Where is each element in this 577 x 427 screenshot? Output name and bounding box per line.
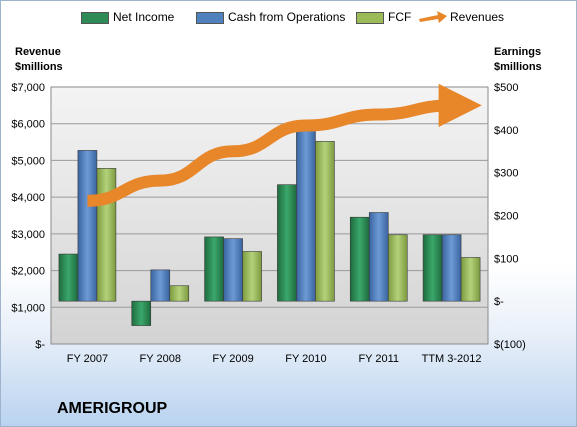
company-name: AMERIGROUP [57, 400, 168, 417]
legend-label: Net Income [113, 10, 175, 24]
left-axis-title: Revenue $millions [15, 45, 63, 75]
cash-from-operations-bar [77, 150, 98, 302]
cash-from-operations-bar [223, 238, 243, 302]
category-label: TTM 3-2012 [422, 353, 482, 365]
net-income-bar [277, 184, 297, 302]
net-income-bar [131, 300, 152, 326]
fcf-bar [96, 168, 117, 302]
category-label: FY 2009 [212, 353, 253, 365]
fcf-bar [242, 251, 262, 302]
category-label: FY 2007 [67, 353, 108, 365]
cash-from-operations-bar [296, 128, 316, 302]
cash-from-operations-bar [441, 234, 462, 302]
left-axis-title-line1: Revenue [15, 46, 61, 58]
right-tick-label: $200 [494, 211, 518, 223]
right-tick-label: $500 [494, 82, 518, 94]
left-tick-label: $6,000 [11, 119, 45, 131]
category-label: FY 2011 [358, 353, 399, 365]
left-tick-label: $4,000 [11, 192, 45, 204]
cash-from-operations-bar [368, 212, 389, 302]
legend-label: Cash from Operations [228, 10, 346, 24]
fcf-bar [387, 234, 408, 302]
fcf-bar [315, 141, 335, 302]
legend-label: FCF [388, 10, 412, 24]
category-label: FY 2010 [285, 353, 326, 365]
net-income-bar [422, 234, 443, 302]
legend-arrow-icon [419, 11, 447, 23]
left-tick-label: $2,000 [11, 266, 45, 278]
left-axis-title-line2: $millions [15, 61, 63, 73]
legend-swatch [196, 12, 224, 24]
left-tick-label: $5,000 [11, 155, 45, 167]
left-tick-label: $7,000 [11, 82, 45, 94]
cash-from-operations-bar [150, 269, 171, 302]
legend-swatch [81, 12, 109, 24]
right-axis-title: Earnings $millions [494, 45, 542, 75]
fcf-bar [169, 285, 190, 302]
net-income-bar [204, 236, 224, 302]
net-income-bar [58, 253, 79, 302]
left-tick-label: $- [35, 339, 45, 351]
right-tick-label: $400 [494, 125, 518, 137]
net-income-bar [349, 216, 370, 302]
left-tick-label: $1,000 [11, 302, 45, 314]
right-tick-label: $- [494, 296, 504, 308]
category-label: FY 2008 [140, 353, 181, 365]
right-tick-label: $300 [494, 168, 518, 180]
right-tick-label: $(100) [494, 339, 526, 351]
plot-area [50, 86, 489, 345]
right-axis-title-line1: Earnings [494, 46, 542, 58]
right-axis-title-line2: $millions [494, 61, 542, 73]
legend: Net Income Cash from Operations FCF Revenue… [1, 9, 576, 27]
legend-label: Revenues [450, 10, 505, 24]
revenues-line [87, 83, 482, 207]
right-tick-label: $100 [494, 253, 518, 265]
left-tick-label: $3,000 [11, 229, 45, 241]
legend-swatch [356, 12, 384, 24]
fcf-bar [460, 257, 481, 302]
